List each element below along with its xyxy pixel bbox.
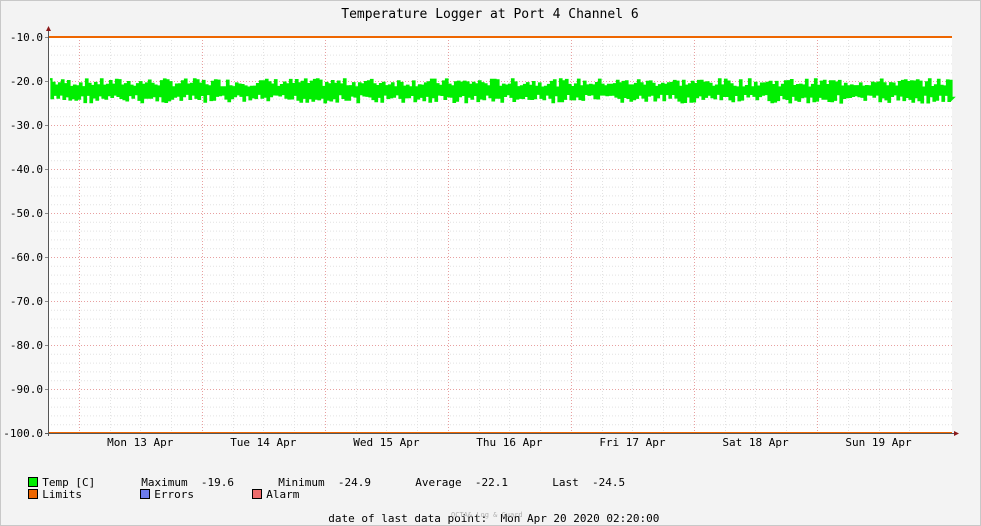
legend-last: Last -24.5 [539,463,625,489]
alarm-swatch [252,489,263,499]
temp-swatch [28,477,39,487]
minor-grid [48,37,952,433]
x-tick-label: Sat 18 Apr [722,436,789,449]
x-tick-label: Sun 19 Apr [845,436,912,449]
series-temp-line [50,78,956,104]
legend-limits: Limits [15,475,82,501]
legend-alarm: Alarm [239,475,299,501]
last-data-point: date of last data point: Mon Apr 20 2020… [315,499,659,525]
y-tick-label: -10.0 [10,31,43,44]
axes [45,26,959,436]
legend-alarm-label: Alarm [266,488,300,501]
y-tick-label: -80.0 [10,339,43,352]
y-tick-label: -70.0 [10,295,43,308]
maximum-label: Maximum [141,476,188,489]
y-tick-label: -30.0 [10,119,43,132]
last-label: Last [552,476,579,489]
credit-text: OCTA& Log & Guard [451,511,523,519]
x-tick-label: Tue 14 Apr [230,436,297,449]
y-axis-arrow [46,26,51,31]
legend-errors-label: Errors [154,488,194,501]
y-tick-label: -50.0 [10,207,43,220]
x-axis-ticks: Mon 13 Apr Tue 14 Apr Wed 15 Apr Thu 16 Apr… [107,436,912,449]
y-tick-label: -60.0 [10,251,43,264]
average-value: -22.1 [474,476,508,489]
x-axis-arrow [954,431,959,436]
limits-swatch [28,489,39,499]
x-tick-label: Mon 13 Apr [107,436,174,449]
y-tick-label: -20.0 [10,75,43,88]
minimum-value: -24.9 [337,476,371,489]
y-axis-ticks: -10.0 -20.0 -30.0 -40.0 -50.0 -60.0 -70.0 -80.0… [3,31,48,440]
chart-title: Temperature Logger at Port 4 Channel 6 [341,7,638,22]
legend-temp: Temp [C] [15,463,95,489]
plot-background [48,37,952,433]
last-point-label: date of last data point: [328,512,488,525]
minimum-label: Minimum [278,476,325,489]
legend-temp-label: Temp [C] [42,476,96,489]
legend-minimum: Minimum -24.9 [265,463,371,489]
y-tick-label: -90.0 [10,383,43,396]
errors-swatch [140,489,151,499]
y-tick-label: -100.0 [3,427,43,440]
maximum-value: -19.6 [200,476,234,489]
legend-average: Average -22.1 [402,463,508,489]
legend-limits-label: Limits [42,488,82,501]
legend-errors: Errors [127,475,194,501]
x-tick-label: Wed 15 Apr [353,436,420,449]
y-tick-label: -40.0 [10,163,43,176]
last-point-value: Mon Apr 20 2020 02:20:00 [500,512,660,525]
x-tick-label: Thu 16 Apr [476,436,543,449]
average-label: Average [415,476,462,489]
x-tick-label: Fri 17 Apr [599,436,666,449]
legend-maximum: Maximum -19.6 [128,463,234,489]
last-value: -24.5 [592,476,626,489]
